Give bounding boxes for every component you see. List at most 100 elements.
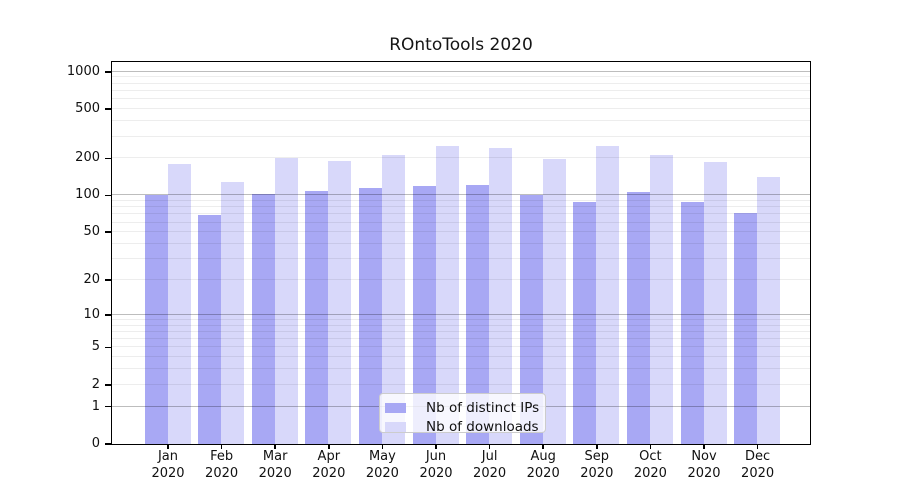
gridline-minor-500 bbox=[112, 108, 810, 110]
gridline-minor-200 bbox=[112, 157, 810, 159]
y-tick-mark-100 bbox=[105, 194, 112, 197]
legend-swatch-downloads bbox=[385, 421, 406, 432]
gridline-minor-9 bbox=[112, 318, 810, 320]
bar-downloads-jun bbox=[435, 146, 459, 444]
bar-downloads-nov bbox=[703, 161, 727, 444]
gridline-minor-80 bbox=[112, 206, 810, 208]
y-tick-label-2: 2 bbox=[91, 376, 100, 392]
bar-ips-apr bbox=[305, 190, 329, 444]
y-tick-mark-20 bbox=[105, 279, 112, 281]
x-tick-label-sep: Sep 2020 bbox=[580, 449, 614, 481]
y-tick-mark-0 bbox=[105, 443, 112, 445]
gridline-minor-2 bbox=[112, 383, 810, 385]
y-tick-mark-500 bbox=[105, 108, 112, 110]
x-tick-label-nov: Nov 2020 bbox=[687, 449, 721, 481]
gridline-minor-7 bbox=[112, 330, 810, 332]
bar-ips-oct bbox=[626, 191, 650, 444]
gridline-minor-60 bbox=[112, 221, 810, 223]
y-tick-mark-1000 bbox=[105, 71, 112, 73]
y-tick-mark-5 bbox=[105, 346, 112, 349]
bars-layer bbox=[112, 62, 810, 444]
gridline-minor-5 bbox=[112, 346, 810, 348]
x-tick-mark-may bbox=[381, 444, 384, 449]
y-tick-label-1000: 1000 bbox=[66, 63, 100, 79]
bar-ips-sep bbox=[573, 201, 597, 444]
gridline-minor-3 bbox=[112, 368, 810, 370]
x-tick-label-jul: Jul 2020 bbox=[473, 449, 507, 481]
legend-label-ips: Nb of distinct IPs bbox=[426, 399, 540, 416]
x-tick-mark-aug bbox=[542, 444, 544, 449]
x-tick-mark-sep bbox=[596, 444, 598, 449]
bar-ips-jun bbox=[412, 186, 436, 444]
x-tick-label-jun: Jun 2020 bbox=[419, 449, 453, 481]
gridline-minor-6 bbox=[112, 338, 810, 340]
gridline-minor-800 bbox=[112, 82, 810, 84]
gridline-minor-70 bbox=[112, 213, 810, 215]
x-tick-label-feb: Feb 2020 bbox=[205, 449, 239, 481]
x-tick-mark-jul bbox=[488, 444, 491, 449]
chart-title: ROntoTools 2020 bbox=[389, 35, 533, 55]
bar-downloads-dec bbox=[757, 176, 781, 444]
x-tick-label-apr: Apr 2020 bbox=[312, 449, 346, 481]
x-tick-mark-apr bbox=[328, 444, 330, 449]
legend: Nb of distinct IPs Nb of downloads bbox=[379, 393, 546, 435]
x-tick-mark-dec bbox=[756, 444, 759, 449]
gridline-minor-4 bbox=[112, 356, 810, 358]
x-tick-mark-jan bbox=[167, 444, 169, 449]
y-tick-label-200: 200 bbox=[75, 150, 100, 166]
legend-label-downloads: Nb of downloads bbox=[426, 418, 539, 435]
gridline-minor-20 bbox=[112, 278, 810, 280]
bar-downloads-oct bbox=[649, 154, 673, 444]
x-tick-mark-feb bbox=[220, 444, 223, 449]
gridline-minor-400 bbox=[112, 120, 810, 122]
bar-ips-mar bbox=[251, 193, 275, 444]
x-tick-label-dec: Dec 2020 bbox=[741, 449, 775, 481]
bar-downloads-mar bbox=[274, 158, 298, 444]
bar-ips-feb bbox=[198, 214, 222, 444]
bar-downloads-may bbox=[381, 155, 405, 444]
gridline-minor-90 bbox=[112, 199, 810, 201]
bar-ips-nov bbox=[680, 201, 704, 444]
bar-ips-jan bbox=[144, 194, 168, 444]
y-tick-mark-2 bbox=[105, 384, 112, 386]
gridline-minor-50 bbox=[112, 231, 810, 233]
x-tick-label-may: May 2020 bbox=[365, 449, 399, 481]
y-tick-label-5: 5 bbox=[91, 339, 100, 355]
bar-ips-aug bbox=[519, 195, 543, 444]
x-tick-mark-oct bbox=[649, 444, 652, 449]
y-tick-mark-200 bbox=[105, 157, 112, 160]
y-tick-label-50: 50 bbox=[83, 224, 100, 240]
bar-downloads-jan bbox=[167, 164, 191, 444]
legend-entry-ips: Nb of distinct IPs bbox=[385, 399, 545, 416]
grid-layer bbox=[112, 62, 810, 444]
bar-ips-dec bbox=[734, 213, 758, 444]
y-tick-label-20: 20 bbox=[83, 271, 100, 287]
y-tick-mark-10 bbox=[105, 314, 112, 316]
gridline-minor-600 bbox=[112, 98, 810, 100]
bar-downloads-apr bbox=[328, 160, 352, 444]
gridline-major-1000 bbox=[112, 70, 810, 72]
x-tick-label-jan: Jan 2020 bbox=[151, 449, 185, 481]
y-tick-mark-50 bbox=[105, 231, 112, 233]
gridline-minor-40 bbox=[112, 242, 810, 244]
y-tick-label-100: 100 bbox=[75, 187, 100, 203]
y-tick-label-1: 1 bbox=[91, 398, 100, 414]
y-tick-mark-1 bbox=[105, 405, 112, 408]
legend-swatch-ips bbox=[385, 402, 406, 413]
gridline-major-10 bbox=[112, 313, 810, 315]
x-tick-label-aug: Aug 2020 bbox=[526, 449, 560, 481]
x-tick-mark-jun bbox=[435, 444, 437, 449]
bar-downloads-aug bbox=[542, 158, 566, 444]
gridline-major-100 bbox=[112, 194, 810, 196]
plot-area bbox=[111, 60, 811, 445]
gridline-minor-900 bbox=[112, 76, 810, 78]
gridline-minor-30 bbox=[112, 258, 810, 259]
y-tick-label-10: 10 bbox=[83, 306, 100, 322]
gridline-minor-300 bbox=[112, 135, 810, 137]
x-tick-mark-mar bbox=[274, 444, 276, 449]
legend-entry-downloads: Nb of downloads bbox=[385, 418, 545, 435]
x-tick-mark-nov bbox=[703, 444, 705, 449]
gridline-minor-8 bbox=[112, 324, 810, 326]
gridline-minor-700 bbox=[112, 90, 810, 91]
